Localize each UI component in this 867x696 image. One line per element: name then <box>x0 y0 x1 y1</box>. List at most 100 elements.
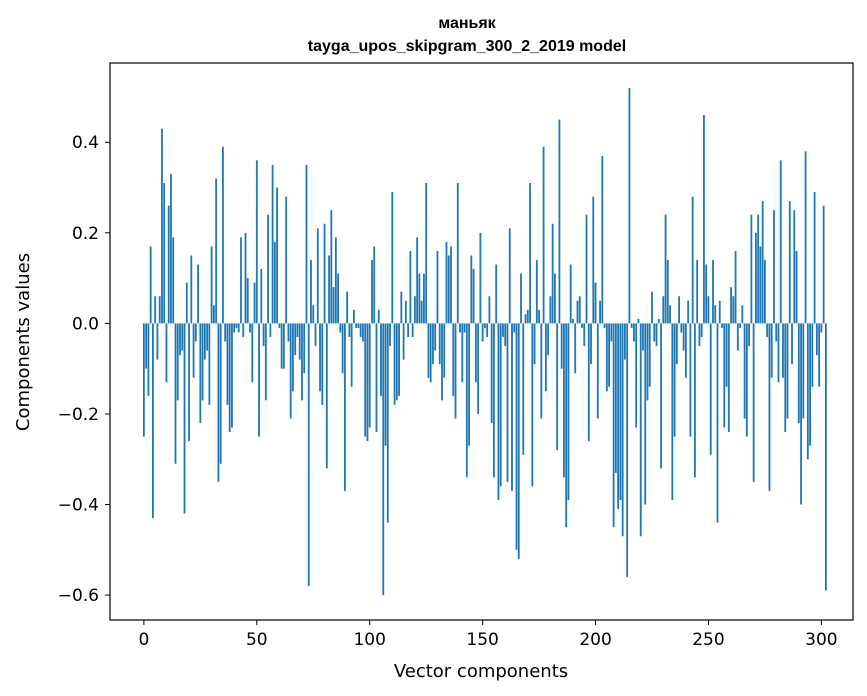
bar <box>664 214 667 324</box>
bar <box>705 264 708 324</box>
bar <box>522 323 525 455</box>
bar <box>605 323 608 392</box>
bar <box>639 323 642 537</box>
bar <box>319 323 321 392</box>
bar <box>669 305 671 324</box>
bar <box>450 246 452 324</box>
bar <box>305 164 308 324</box>
bar <box>357 323 360 328</box>
bar <box>228 323 231 433</box>
bar <box>499 323 502 487</box>
bar <box>678 296 681 324</box>
bar <box>330 210 333 324</box>
bar <box>569 264 572 324</box>
bar <box>549 296 552 324</box>
bar <box>395 323 398 401</box>
bar <box>714 305 717 324</box>
bar <box>601 155 604 324</box>
bar <box>775 323 778 342</box>
bar <box>371 259 373 324</box>
chart-subtitle: tayga_upos_skipgram_300_2_2019 model <box>308 38 626 55</box>
bar <box>156 323 159 360</box>
bar <box>703 115 705 324</box>
bar <box>696 259 699 324</box>
bar <box>269 323 272 337</box>
bar <box>784 323 787 433</box>
bar <box>581 323 583 328</box>
bar <box>757 214 760 324</box>
bar <box>237 323 240 333</box>
bar <box>547 323 550 356</box>
bar <box>364 323 367 437</box>
bar <box>362 323 364 342</box>
bar <box>307 323 310 587</box>
y-tick-label: 0.0 <box>72 314 99 334</box>
bar <box>404 300 407 324</box>
bar <box>185 282 188 324</box>
bar <box>590 323 592 365</box>
bar <box>813 192 816 324</box>
bar <box>179 323 181 356</box>
bar <box>791 323 793 365</box>
bar <box>328 255 330 324</box>
bar <box>242 323 245 337</box>
bar <box>624 323 626 360</box>
bar <box>468 323 470 446</box>
bar <box>533 323 536 365</box>
bar <box>219 323 222 464</box>
x-tick-label: 300 <box>805 630 837 650</box>
bar <box>736 323 739 351</box>
bar <box>420 300 423 324</box>
bar <box>682 323 685 351</box>
bar <box>818 323 821 387</box>
bar <box>538 309 540 324</box>
bar <box>434 323 437 351</box>
bar <box>425 183 428 324</box>
bar <box>802 323 805 419</box>
bar <box>481 323 484 342</box>
bar <box>373 246 376 324</box>
bar <box>255 160 258 324</box>
bar <box>741 305 744 324</box>
bar <box>246 278 249 324</box>
bar <box>754 232 757 324</box>
bar <box>497 323 500 500</box>
bar <box>197 264 199 324</box>
y-tick-label: −0.6 <box>58 586 99 606</box>
bar <box>635 323 638 428</box>
bar <box>251 323 254 383</box>
bar <box>739 323 741 328</box>
bar <box>657 318 660 324</box>
bar <box>725 323 728 387</box>
bar <box>788 201 791 324</box>
bar <box>359 323 362 337</box>
y-axis-label: Components values <box>13 253 34 431</box>
bar <box>479 232 482 324</box>
bar <box>477 323 480 414</box>
bar <box>147 323 150 396</box>
bar <box>273 241 276 324</box>
bar <box>617 323 620 510</box>
bar <box>152 323 154 519</box>
bar <box>768 323 771 491</box>
bar <box>531 323 534 487</box>
bar <box>520 273 522 324</box>
bar <box>172 237 175 324</box>
bar <box>680 323 683 333</box>
bar <box>488 296 491 324</box>
bar <box>671 323 674 500</box>
bar <box>337 273 339 324</box>
bar <box>599 300 601 324</box>
bar <box>587 323 590 442</box>
bar <box>389 323 391 347</box>
bar <box>386 323 389 523</box>
bar <box>400 291 403 324</box>
bar <box>192 323 195 378</box>
bar <box>411 323 414 337</box>
bar <box>276 187 279 324</box>
bar <box>585 214 588 324</box>
bar <box>382 323 385 596</box>
bar <box>621 323 624 537</box>
bar <box>750 214 753 324</box>
bar <box>224 323 227 342</box>
